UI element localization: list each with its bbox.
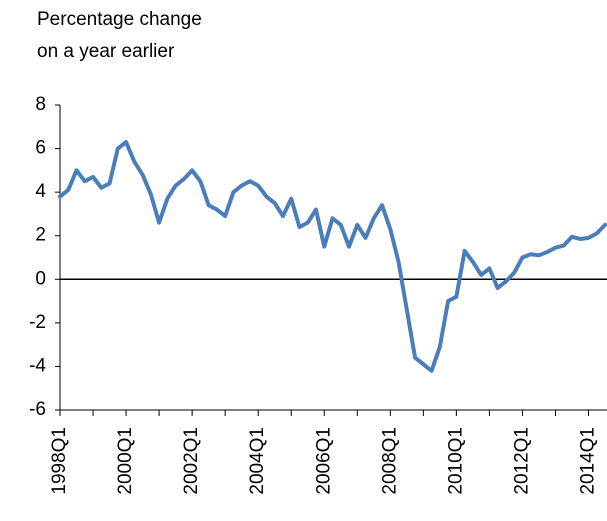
x-tick-label: 2004Q1 <box>247 427 268 495</box>
x-tick-label: 2014Q1 <box>578 427 599 495</box>
axis-title: Percentage change <box>37 9 202 30</box>
y-tick-label: 4 <box>35 181 46 202</box>
data-line <box>58 140 607 373</box>
x-tick-label: 2000Q1 <box>115 427 136 495</box>
y-tick-label: -4 <box>29 355 46 376</box>
y-tick-label: 2 <box>35 225 46 246</box>
y-tick-label: 0 <box>35 268 46 289</box>
x-tick-label: 1998Q1 <box>49 427 70 495</box>
y-tick-label: 6 <box>35 138 46 159</box>
axis-title: on a year earlier <box>37 41 175 62</box>
x-tick-label: 2006Q1 <box>313 427 334 495</box>
y-tick-label: -2 <box>29 312 46 333</box>
y-tick-label: -6 <box>29 399 46 420</box>
y-tick-label: 8 <box>35 94 46 115</box>
x-tick-label: 2002Q1 <box>181 427 202 495</box>
x-tick-label: 2010Q1 <box>445 427 466 495</box>
x-tick-label: 2012Q1 <box>511 427 532 495</box>
x-tick-label: 2008Q1 <box>379 427 400 495</box>
